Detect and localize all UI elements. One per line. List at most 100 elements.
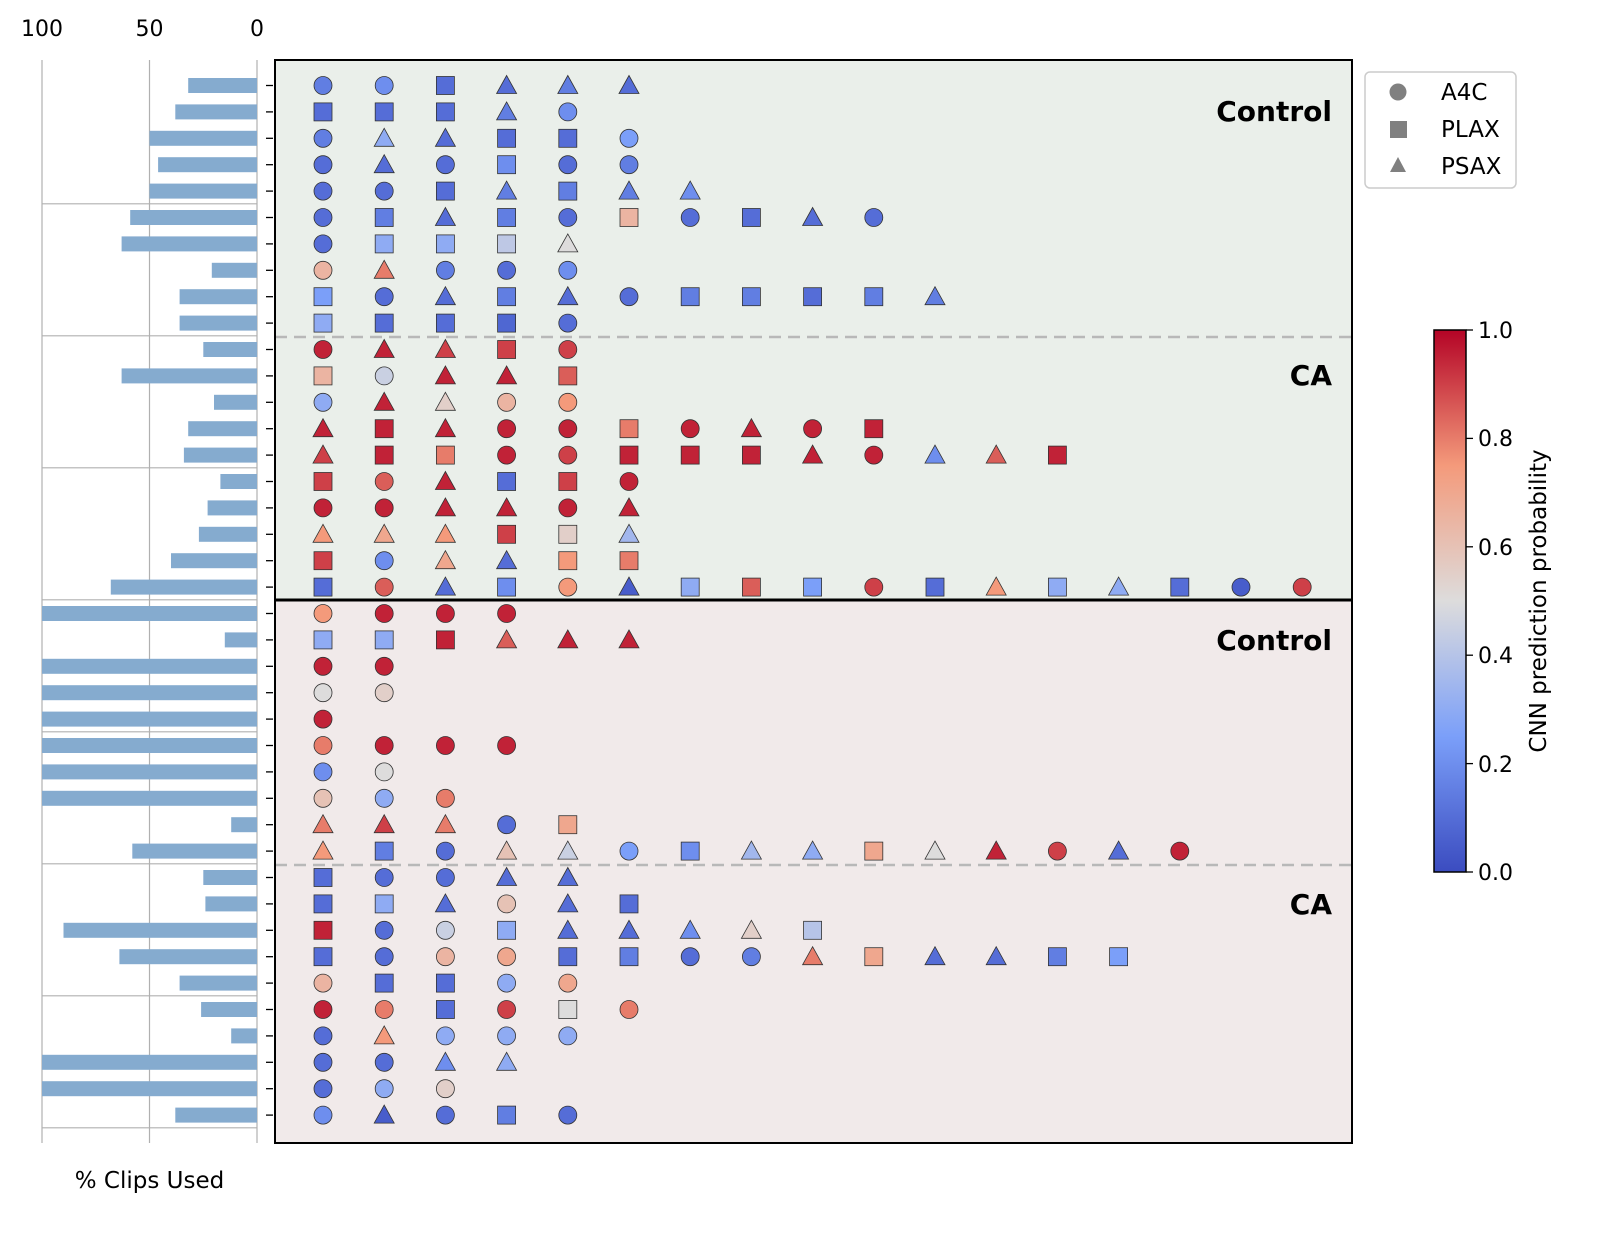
bar-panel: 100 50 0 % Clips Used bbox=[21, 17, 264, 1194]
plax-marker bbox=[680, 841, 700, 861]
a4c-marker bbox=[374, 498, 394, 518]
plax-marker bbox=[435, 445, 455, 465]
legend-label-plax: PLAX bbox=[1441, 117, 1500, 143]
clip-bar bbox=[42, 764, 257, 780]
psax-marker bbox=[434, 365, 457, 385]
a4c-marker bbox=[864, 577, 884, 597]
a4c-marker bbox=[313, 208, 333, 227]
a4c-marker bbox=[558, 155, 578, 175]
a4c-marker bbox=[313, 762, 333, 782]
a4c-marker bbox=[313, 709, 333, 729]
colorbar-gradient bbox=[1433, 329, 1467, 873]
a4c-marker bbox=[374, 788, 394, 808]
psax-marker bbox=[373, 813, 395, 834]
a4c-marker bbox=[313, 1079, 333, 1099]
plax-marker bbox=[558, 181, 578, 201]
a4c-marker bbox=[497, 815, 517, 835]
psax-marker bbox=[1107, 840, 1130, 860]
plax-marker bbox=[803, 287, 822, 307]
a4c-marker bbox=[1170, 841, 1190, 861]
clip-bar bbox=[231, 817, 257, 833]
plax-marker bbox=[313, 630, 333, 650]
plax-marker bbox=[558, 524, 578, 544]
plax-marker bbox=[1048, 445, 1067, 465]
plax-marker bbox=[313, 551, 333, 571]
a4c-marker bbox=[558, 208, 578, 227]
a4c-marker bbox=[558, 260, 578, 280]
plax-marker bbox=[497, 577, 517, 597]
a4c-marker bbox=[374, 736, 394, 755]
psax-marker bbox=[557, 233, 579, 253]
plax-marker bbox=[435, 1000, 455, 1019]
psax-marker bbox=[1107, 576, 1130, 596]
plax-marker bbox=[1048, 577, 1067, 597]
psax-marker bbox=[557, 866, 579, 886]
a4c-marker bbox=[497, 1000, 517, 1019]
colorbar-label: CNN prediction probability bbox=[1526, 449, 1552, 752]
plax-marker bbox=[619, 894, 639, 914]
a4c-marker bbox=[497, 260, 517, 280]
a4c-marker bbox=[313, 604, 333, 623]
legend-label-a4c: A4C bbox=[1441, 80, 1487, 106]
clip-bar bbox=[203, 342, 258, 357]
psax-marker bbox=[985, 444, 1007, 464]
psax-marker bbox=[434, 285, 457, 306]
psax-marker bbox=[495, 629, 518, 649]
plax-marker bbox=[619, 208, 639, 227]
a4c-marker bbox=[374, 551, 394, 571]
plax-marker bbox=[864, 287, 884, 307]
psax-marker bbox=[434, 893, 457, 913]
colorbar-tick-3: 0.6 bbox=[1478, 536, 1513, 561]
a4c-marker bbox=[558, 577, 578, 597]
plax-marker bbox=[374, 234, 394, 254]
psax-marker bbox=[801, 945, 824, 966]
a4c-marker bbox=[497, 894, 517, 914]
legend-box bbox=[1364, 71, 1517, 189]
clip-bar bbox=[201, 1002, 257, 1017]
a4c-marker bbox=[803, 419, 822, 439]
plax-marker bbox=[864, 841, 884, 861]
legend-triangle-icon bbox=[1390, 157, 1406, 172]
clip-bar bbox=[198, 526, 257, 542]
psax-marker bbox=[434, 338, 457, 358]
a4c-marker bbox=[497, 419, 517, 439]
psax-marker bbox=[495, 74, 518, 94]
a4c-marker bbox=[435, 841, 455, 861]
plax-marker bbox=[435, 234, 455, 254]
psax-marker bbox=[495, 497, 518, 517]
clip-bar bbox=[158, 157, 257, 173]
psax-marker bbox=[495, 101, 518, 121]
psax-marker bbox=[495, 180, 518, 200]
a4c-marker bbox=[313, 736, 333, 755]
a4c-marker bbox=[313, 498, 333, 518]
plax-marker bbox=[435, 313, 455, 333]
a4c-marker bbox=[313, 973, 333, 993]
psax-marker bbox=[495, 365, 518, 385]
a4c-marker bbox=[435, 736, 455, 755]
psax-marker bbox=[557, 893, 579, 913]
plax-marker bbox=[558, 815, 578, 835]
psax-marker bbox=[557, 919, 579, 939]
a4c-marker bbox=[374, 76, 394, 95]
a4c-marker bbox=[1292, 577, 1312, 597]
bottom-control-label: Control bbox=[1216, 624, 1332, 657]
a4c-marker bbox=[313, 155, 333, 175]
plax-marker bbox=[313, 894, 333, 914]
a4c-marker bbox=[558, 498, 578, 518]
a4c-marker bbox=[374, 472, 394, 491]
a4c-marker bbox=[680, 947, 700, 967]
a4c-marker bbox=[864, 208, 884, 227]
bar-xtick-0: 0 bbox=[250, 17, 264, 42]
psax-marker bbox=[985, 840, 1007, 860]
a4c-marker bbox=[313, 181, 333, 201]
psax-marker bbox=[373, 153, 395, 174]
plax-marker bbox=[497, 340, 517, 359]
clip-bar bbox=[130, 210, 257, 225]
plax-marker bbox=[313, 366, 333, 386]
a4c-marker bbox=[497, 973, 517, 993]
scatter-frame bbox=[274, 59, 1353, 1144]
psax-marker bbox=[312, 813, 334, 834]
a4c-marker bbox=[374, 762, 394, 782]
a4c-marker bbox=[374, 181, 394, 201]
